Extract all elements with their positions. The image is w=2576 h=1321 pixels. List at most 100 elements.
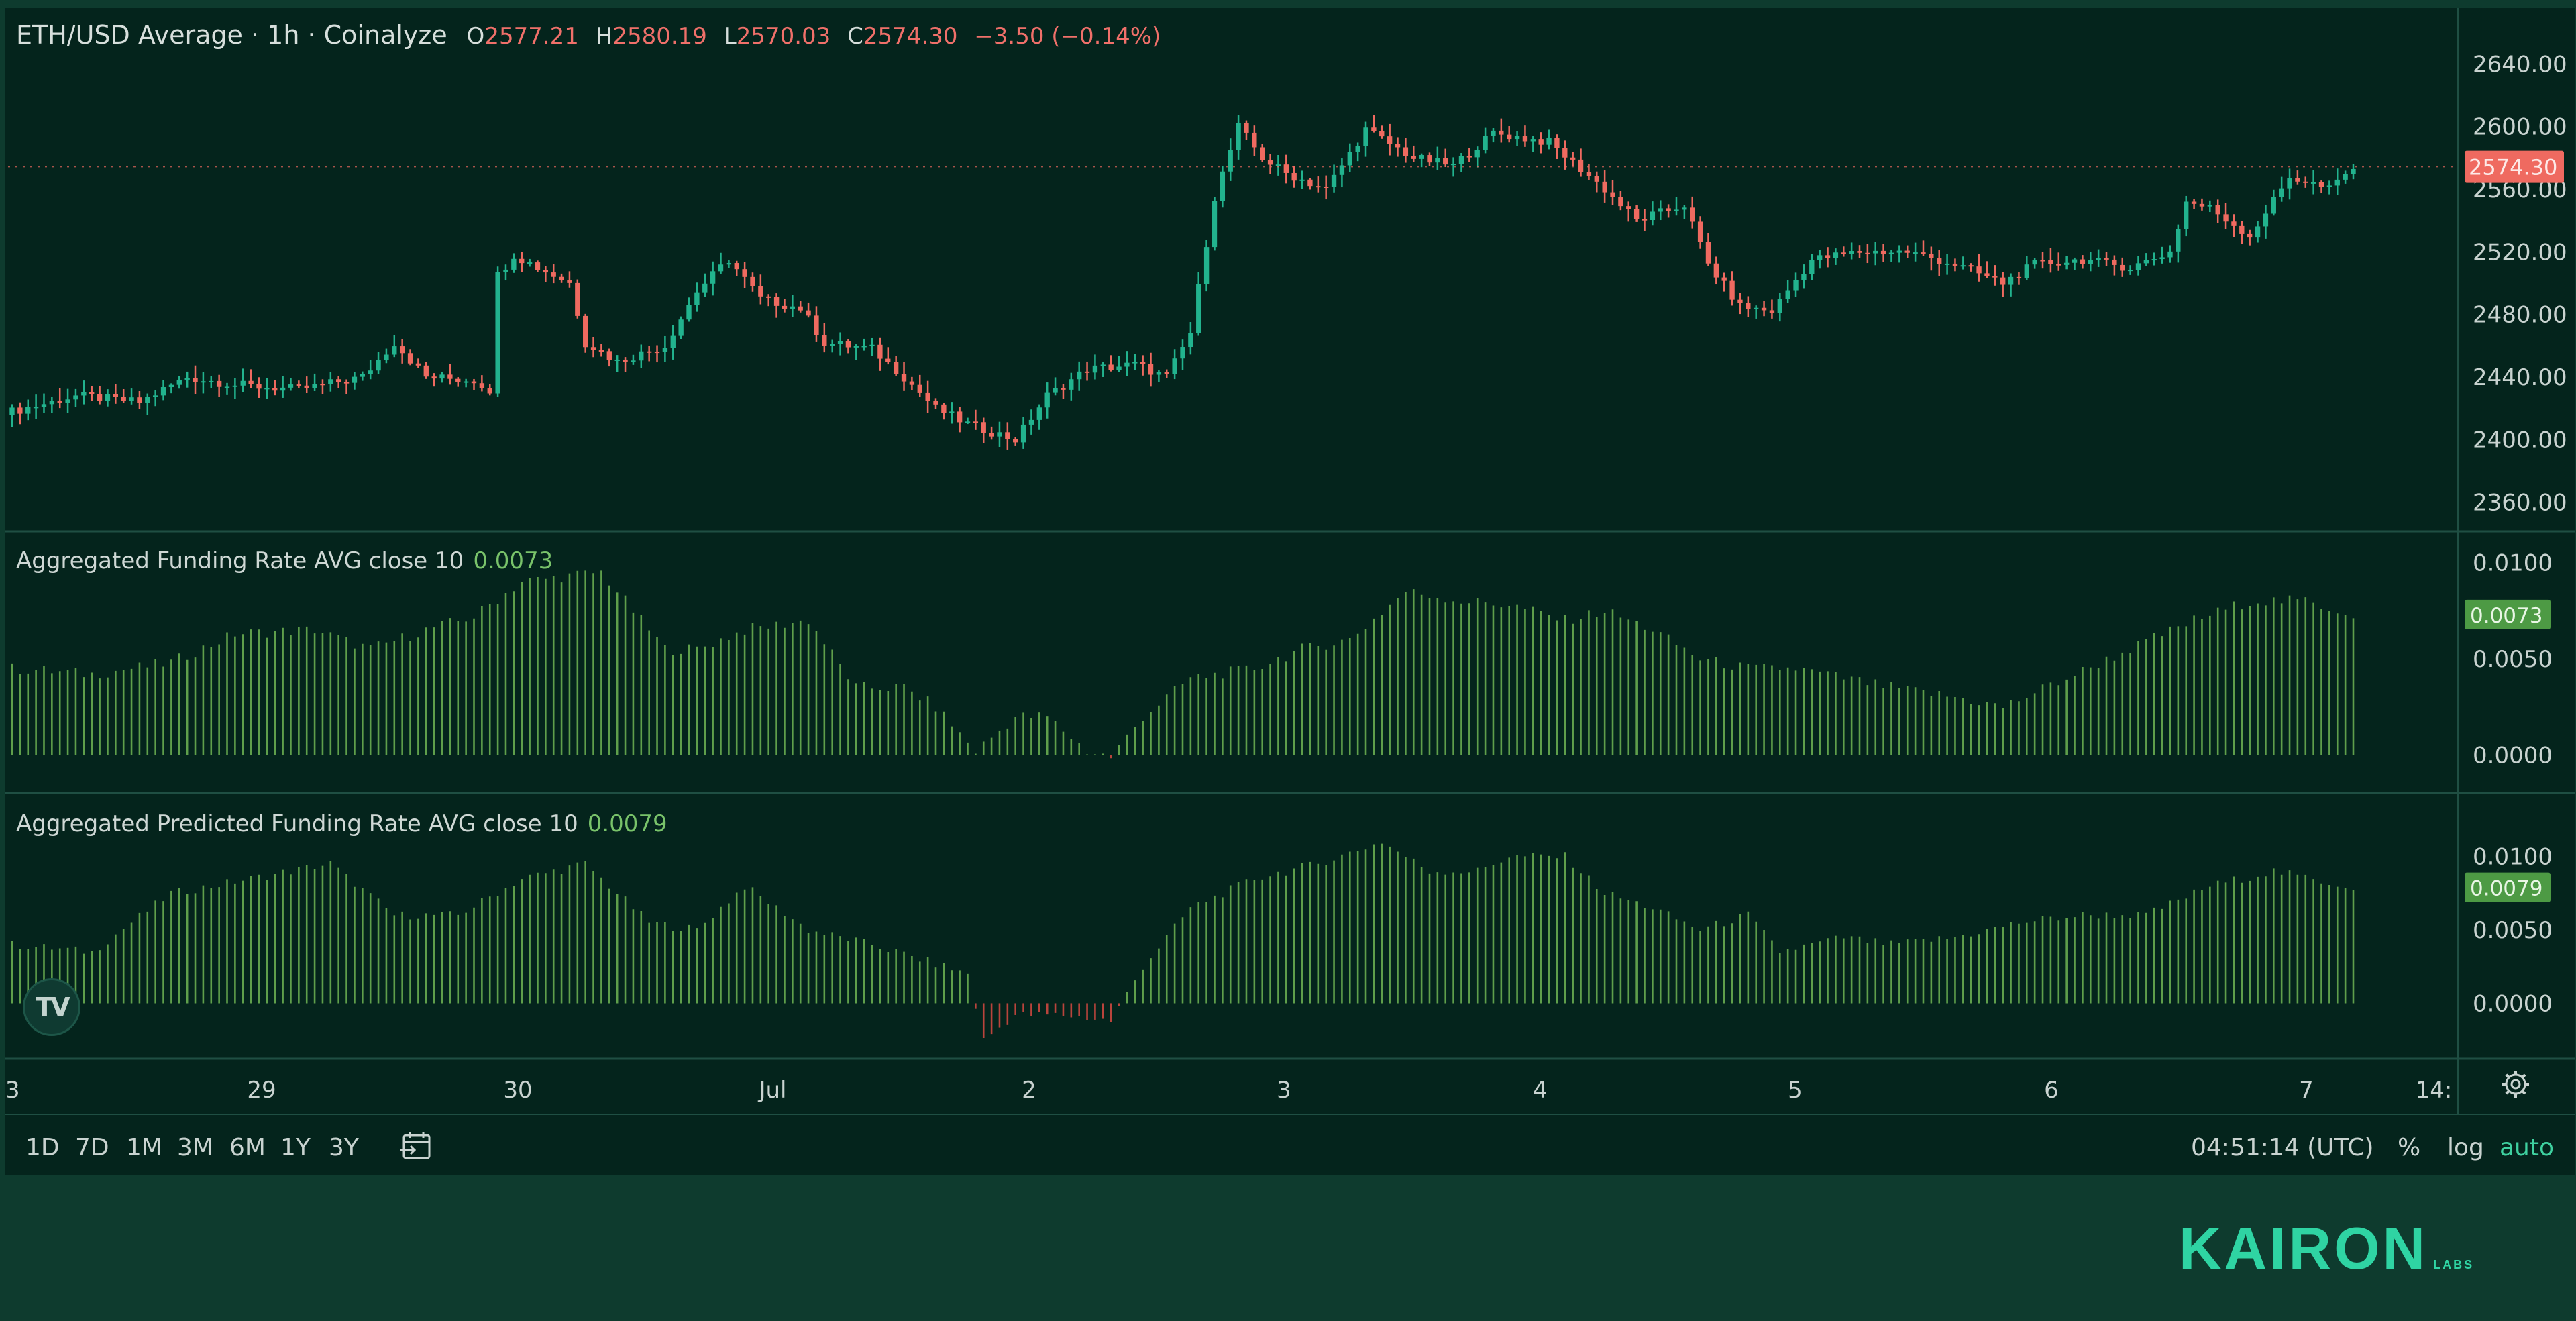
candle-body <box>1522 136 1528 142</box>
candle-body <box>1554 138 1560 148</box>
candle-body <box>1817 255 1823 260</box>
candle-body <box>1952 263 1958 266</box>
chart-canvas[interactable]: 2640.002600.002560.002520.002480.002440.… <box>5 8 2575 1175</box>
percent-scale-button[interactable]: % <box>2398 1134 2421 1161</box>
candle-body <box>1992 276 1998 278</box>
candle-body <box>575 282 580 316</box>
predicted-axis-tick: 0.0050 <box>2473 917 2553 944</box>
candle-body <box>384 354 389 360</box>
candle-body <box>1801 274 1807 280</box>
candle-body <box>2263 213 2269 227</box>
candle-body <box>399 346 405 354</box>
price-header: ETH/USD Average · 1h · Coinalyze O2577.2… <box>16 20 1161 50</box>
candle-body <box>1896 250 1902 253</box>
candle-body <box>1395 144 1401 148</box>
candle-body <box>670 335 676 348</box>
tradingview-logo[interactable]: TV <box>23 978 80 1036</box>
time-axis-label: 6 <box>2044 1077 2059 1104</box>
candle-body <box>1275 164 1281 166</box>
funding-tag-bg <box>2465 599 2551 629</box>
utc-clock[interactable]: 04:51:14 (UTC) <box>2191 1134 2374 1161</box>
candle-body <box>598 350 604 352</box>
candle-body <box>965 421 971 423</box>
range-3m-button[interactable]: 3M <box>177 1134 213 1161</box>
candle-body <box>33 407 39 409</box>
candle-body <box>1005 432 1010 439</box>
candle-body <box>822 335 827 346</box>
symbol-title[interactable]: ETH/USD Average · 1h · Coinalyze <box>16 20 447 50</box>
candle-body <box>2143 260 2149 264</box>
candle-body <box>2112 259 2117 265</box>
candle-body <box>1865 252 1870 254</box>
candle-body <box>1873 250 1878 254</box>
candle-body <box>9 407 15 415</box>
candle-body <box>1220 171 1226 201</box>
candle-body <box>1578 159 1584 172</box>
candle-body <box>1028 419 1034 425</box>
candle-body <box>949 411 955 413</box>
candle-body <box>463 381 469 383</box>
time-axis-label: 7 <box>2299 1077 2314 1104</box>
candle-body <box>368 370 373 374</box>
candle-body <box>1921 252 1926 254</box>
candle-body <box>590 347 596 351</box>
candle-body <box>1203 247 1210 284</box>
range-3y-button[interactable]: 3Y <box>329 1134 359 1161</box>
candle-body <box>1196 284 1201 333</box>
candle-body <box>1857 251 1862 253</box>
candle-body <box>2120 264 2125 271</box>
candle-body <box>1435 158 1440 163</box>
candle-body <box>606 351 612 360</box>
price-axis-tick: 2520.00 <box>2473 239 2567 266</box>
candle-body <box>1538 139 1544 145</box>
candle-body <box>105 394 111 401</box>
candle-body <box>1841 252 1846 254</box>
candle-body <box>845 341 851 348</box>
candle-body <box>1721 277 1727 281</box>
candle-body <box>2287 178 2292 189</box>
funding-header: Aggregated Funding Rate AVG close 10 0.00… <box>16 547 553 574</box>
candle-body <box>2303 181 2308 183</box>
candle-body <box>1690 207 1695 222</box>
funding-title[interactable]: Aggregated Funding Rate AVG close 10 <box>16 547 464 574</box>
candle-body <box>49 400 55 405</box>
log-scale-button[interactable]: log <box>2447 1134 2484 1161</box>
gear-icon[interactable] <box>2502 1071 2529 1098</box>
predicted-title[interactable]: Aggregated Predicted Funding Rate AVG cl… <box>16 810 578 837</box>
calendar-icon[interactable] <box>398 1130 433 1168</box>
candle-body <box>646 351 652 353</box>
candle-body <box>527 262 533 264</box>
range-6m-button[interactable]: 6M <box>229 1134 266 1161</box>
candle-body <box>1124 362 1130 367</box>
range-1y-button[interactable]: 1Y <box>280 1134 311 1161</box>
candle-body <box>1188 333 1193 348</box>
candle-body <box>2063 262 2070 265</box>
candle-body <box>1754 307 1759 309</box>
candle-body <box>2088 260 2093 264</box>
auto-scale-button[interactable]: auto <box>2500 1134 2555 1161</box>
candle-body <box>2239 225 2245 234</box>
time-axis-label: 30 <box>503 1077 532 1104</box>
candle-body <box>1148 364 1154 375</box>
candle-body <box>726 263 732 265</box>
close-label: C <box>847 23 863 50</box>
candle-body <box>439 374 445 379</box>
range-1m-button[interactable]: 1M <box>126 1134 162 1161</box>
candle-body <box>1633 209 1640 219</box>
candle-body <box>209 380 214 382</box>
chart-frame[interactable]: 2640.00 2600.00 2560.00 2520.00 2480.00 2440.… <box>5 8 2575 1175</box>
candle-body <box>782 305 788 309</box>
time-axis-label: 2 <box>1022 1077 1036 1104</box>
candle-body <box>2040 260 2045 262</box>
candle-body <box>1849 251 1854 254</box>
range-1d-button[interactable]: 1D <box>25 1134 60 1161</box>
candle-body <box>1968 265 1974 267</box>
candle-body <box>312 384 317 388</box>
candle-body <box>750 276 755 286</box>
candle-body <box>288 384 294 388</box>
candle-body <box>1419 155 1424 159</box>
candle-body <box>1252 132 1257 148</box>
candle-body <box>2191 201 2197 204</box>
range-7d-button[interactable]: 7D <box>75 1134 109 1161</box>
candle-body <box>1929 254 1934 258</box>
